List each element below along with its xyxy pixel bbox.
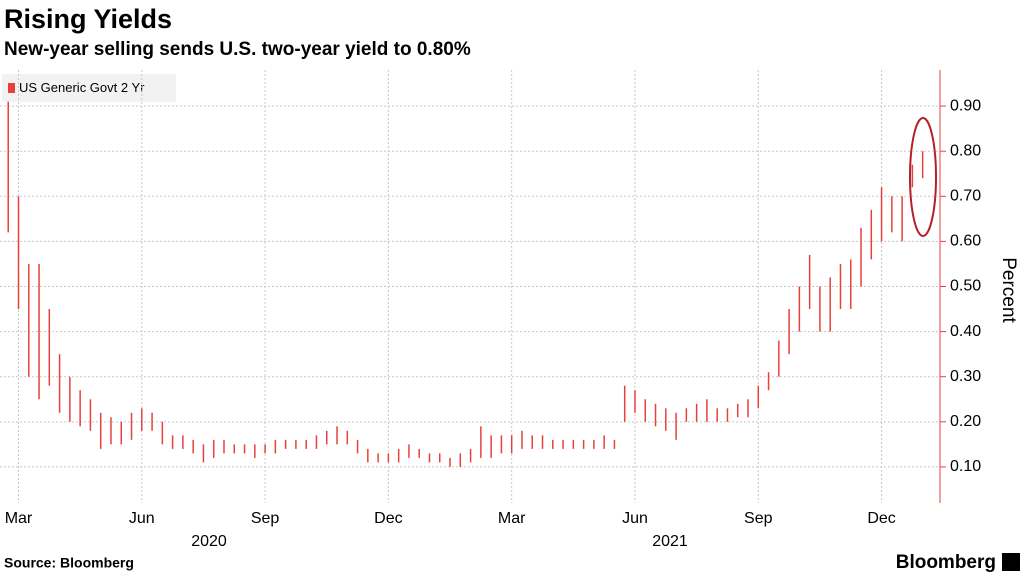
x-group-label: 2020 — [191, 533, 227, 550]
y-tick-label: 0.60 — [950, 233, 981, 250]
x-tick-label: Dec — [867, 510, 895, 527]
chart-title: Rising Yields — [4, 4, 172, 34]
y-tick-label: 0.50 — [950, 278, 981, 295]
y-tick-label: 0.10 — [950, 458, 981, 475]
x-tick-label: Jun — [622, 510, 648, 527]
y-tick-label: 0.70 — [950, 188, 981, 205]
annotation-ellipse — [909, 117, 937, 237]
x-tick-label: Mar — [498, 510, 526, 527]
x-tick-label: Jun — [129, 510, 155, 527]
x-tick-label: Sep — [744, 510, 773, 527]
brand: Bloomberg — [896, 552, 996, 573]
x-group-label: 2021 — [652, 533, 688, 550]
y-axis-label: Percent — [998, 257, 1019, 323]
x-tick-label: Sep — [251, 510, 280, 527]
y-tick-label: 0.40 — [950, 323, 981, 340]
legend-label: US Generic Govt 2 Yr — [19, 80, 145, 95]
y-tick-label: 0.90 — [950, 97, 981, 114]
x-tick-label: Mar — [5, 510, 33, 527]
legend-swatch — [8, 83, 15, 93]
y-tick-label: 0.20 — [950, 413, 981, 430]
chart-subtitle: New-year selling sends U.S. two-year yie… — [4, 39, 471, 60]
source: Source: Bloomberg — [4, 555, 134, 571]
brand-icon — [1002, 553, 1020, 571]
y-tick-label: 0.80 — [950, 142, 981, 159]
y-tick-label: 0.30 — [950, 368, 981, 385]
legend-box — [2, 74, 176, 102]
x-tick-label: Dec — [374, 510, 402, 527]
